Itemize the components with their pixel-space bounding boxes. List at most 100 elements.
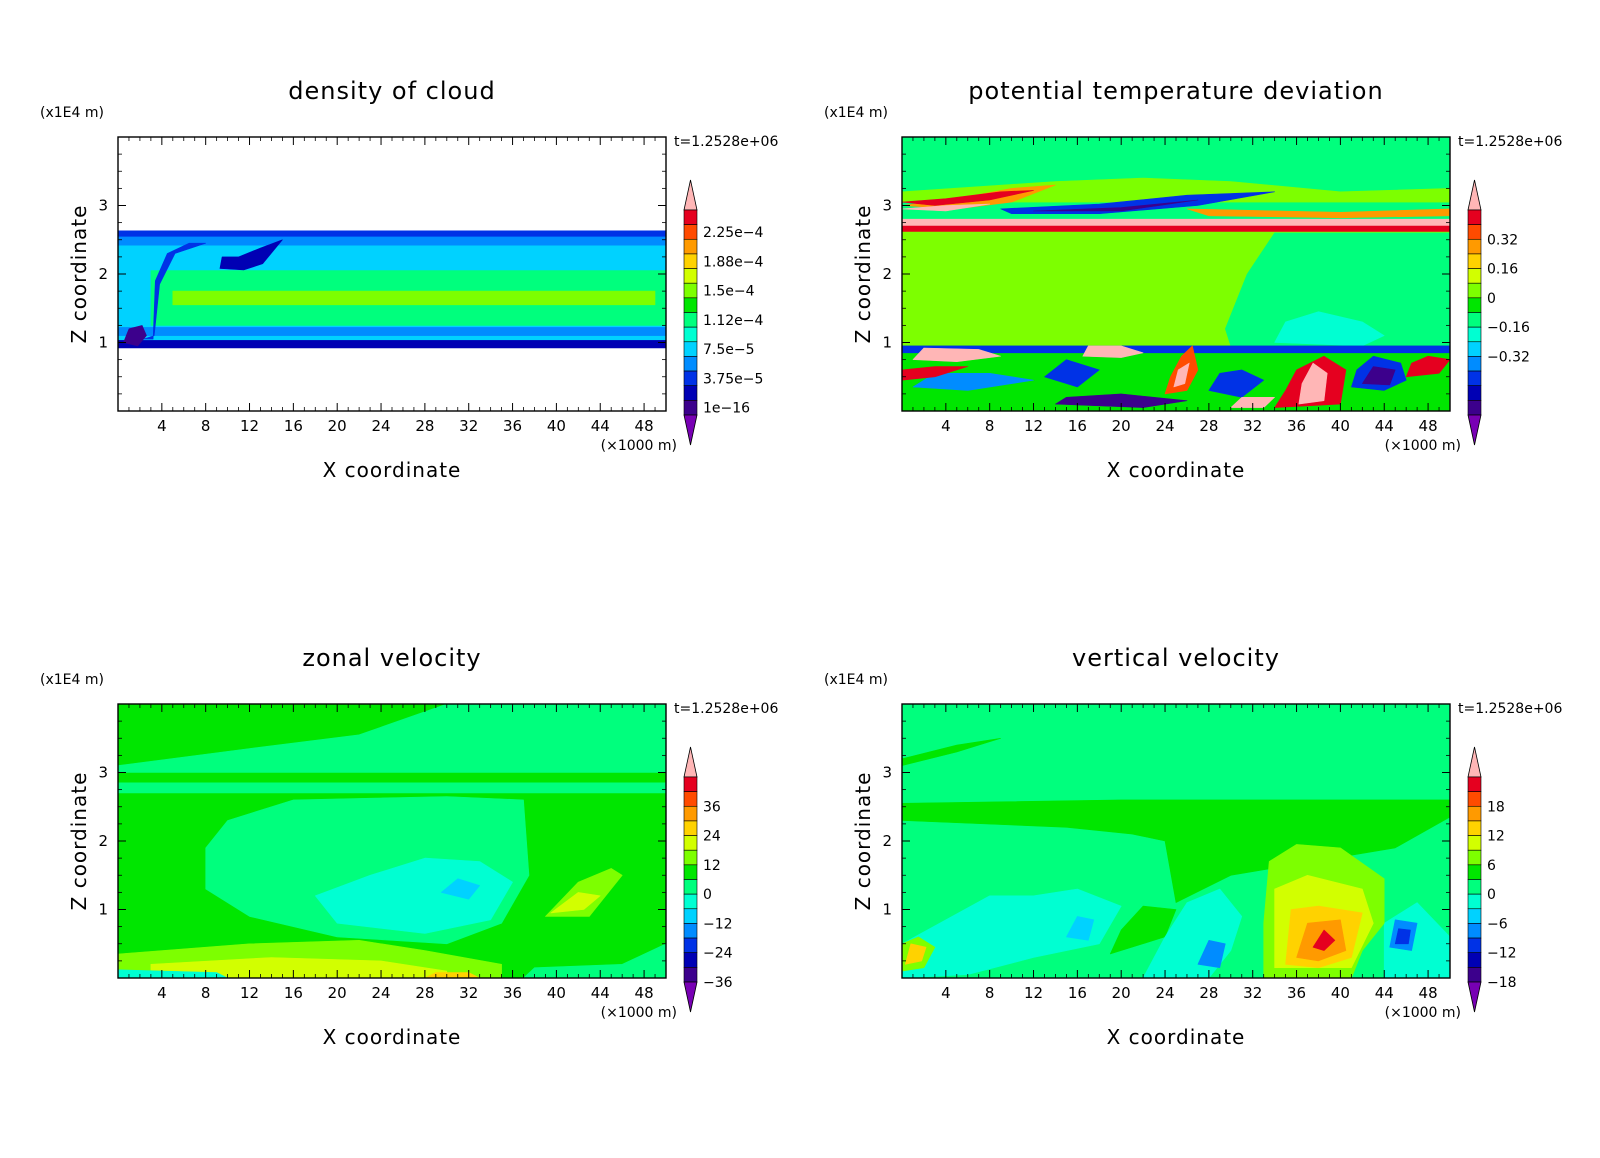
colorbar-segment <box>1467 805 1482 822</box>
colorbar-segment <box>1467 341 1482 357</box>
contour-field <box>118 230 666 349</box>
y-tick-label: 2 <box>882 265 892 283</box>
colorbar-segment <box>1467 893 1482 910</box>
x-tick-label: 4 <box>941 417 951 435</box>
colorbar-label: 36 <box>703 799 721 815</box>
colorbar-segment <box>1467 923 1482 939</box>
x-tick-label: 28 <box>415 984 434 1002</box>
contour-region <box>902 190 1034 206</box>
x-tick-label: 20 <box>328 417 347 435</box>
contour-region <box>1225 232 1450 347</box>
colorbar-segment <box>1467 209 1482 225</box>
colorbar-segment <box>683 370 698 387</box>
colorbar-segment <box>683 805 698 822</box>
colorbar-segment <box>683 341 698 357</box>
colorbar-segment <box>683 268 698 284</box>
y-tick-label: 3 <box>98 764 108 782</box>
contour-region <box>172 290 656 306</box>
colorbar-label: 1.5e−4 <box>703 284 755 300</box>
contour-region <box>902 345 1450 354</box>
colorbar-segment <box>1467 952 1482 968</box>
x-tick-label: 44 <box>591 984 610 1002</box>
contour-region <box>123 325 147 347</box>
x-tick-label: 28 <box>1199 984 1218 1002</box>
x-tick-label: 12 <box>240 984 259 1002</box>
colorbar-segment <box>1467 297 1482 313</box>
time-label: t=1.2528e+06 <box>1458 134 1562 150</box>
colorbar-label: −24 <box>703 946 733 962</box>
colorbar-segment <box>1467 967 1482 983</box>
contour-field <box>902 137 1450 411</box>
colorbar-label: −0.32 <box>1487 349 1530 365</box>
contour-region <box>1000 191 1275 214</box>
plot-title: vertical velocity <box>1072 644 1280 672</box>
x-axis-label: X coordinate <box>1107 458 1246 482</box>
x-tick-label: 8 <box>201 984 211 1002</box>
colorbar-segment <box>1467 326 1482 343</box>
contour-region <box>523 943 666 978</box>
x-tick-label: 12 <box>240 417 259 435</box>
colorbar-segment <box>1467 791 1482 807</box>
x-tick-label: 12 <box>1024 984 1043 1002</box>
colorbar-label: 1e−16 <box>703 401 750 417</box>
colorbar-label: 7.5e−5 <box>703 342 755 358</box>
colorbar-segment <box>683 849 698 866</box>
y-axis-label: Z coordinate <box>851 205 875 344</box>
y-unit-label: (x1E4 m) <box>824 672 888 688</box>
x-tick-label: 12 <box>1024 417 1043 435</box>
contour-region <box>1173 362 1190 388</box>
contour-region <box>118 327 666 336</box>
colorbar-segment <box>683 908 698 924</box>
colorbar-segment <box>1467 356 1482 372</box>
colorbar-label: 12 <box>1487 829 1505 845</box>
x-tick-label: 8 <box>201 417 211 435</box>
x-tick-label: 48 <box>635 417 654 435</box>
time-label: t=1.2528e+06 <box>674 134 778 150</box>
contour-region <box>1109 905 1177 955</box>
x-tick-label: 24 <box>371 417 390 435</box>
y-tick-label: 3 <box>882 197 892 215</box>
colorbar-label: 0.32 <box>1487 232 1518 248</box>
contour-region <box>904 943 927 965</box>
colorbar-segment <box>683 385 698 401</box>
contour-region <box>1394 928 1411 945</box>
x-unit-label: (×1000 m) <box>1385 1005 1461 1021</box>
contour-region <box>902 366 969 381</box>
colorbar-segment <box>683 253 698 269</box>
colorbar-segment <box>1467 312 1482 328</box>
contour-region <box>440 878 481 900</box>
y-axis-label: Z coordinate <box>851 772 875 911</box>
time-label: t=1.2528e+06 <box>1458 701 1562 717</box>
colorbar-segment <box>683 835 698 851</box>
colorbar-segment <box>683 297 698 313</box>
y-tick-label: 1 <box>882 901 892 919</box>
contour-region <box>1082 345 1144 358</box>
x-tick-label: 24 <box>1155 417 1174 435</box>
colorbar-segment <box>1467 370 1482 387</box>
colorbar-segment <box>1467 268 1482 284</box>
contour-region <box>550 892 601 914</box>
colorbar-label: 1.12e−4 <box>703 313 764 329</box>
colorbar-segment <box>683 864 698 880</box>
contour-region <box>1055 393 1188 408</box>
colorbar-label: 1.88e−4 <box>703 254 764 270</box>
y-unit-label: (x1E4 m) <box>40 105 104 121</box>
y-tick-label: 2 <box>98 265 108 283</box>
colorbar-segment <box>683 209 698 225</box>
colorbar-top-arrow <box>683 179 698 211</box>
colorbar-segment <box>1467 385 1482 401</box>
y-unit-label: (x1E4 m) <box>824 105 888 121</box>
x-tick-label: 40 <box>1331 984 1350 1002</box>
colorbar-segment <box>683 791 698 807</box>
contour-region <box>1033 199 1199 212</box>
colorbar: 2.25e−4 1.88e−4 1.5e−4 1.12e−4 7.5e−5 3.75e−5… <box>683 179 764 446</box>
contour-region <box>912 347 1001 363</box>
plot-title: potential temperature deviation <box>968 77 1383 105</box>
x-unit-label: (×1000 m) <box>1385 438 1461 454</box>
colorbar-segment <box>1467 879 1482 895</box>
contour-region <box>1197 939 1226 969</box>
contour-region <box>902 203 991 212</box>
